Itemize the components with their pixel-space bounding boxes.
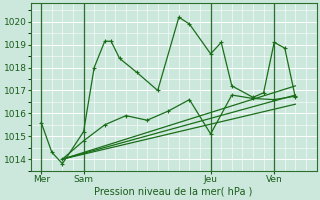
X-axis label: Pression niveau de la mer( hPa ): Pression niveau de la mer( hPa ): [94, 187, 253, 197]
